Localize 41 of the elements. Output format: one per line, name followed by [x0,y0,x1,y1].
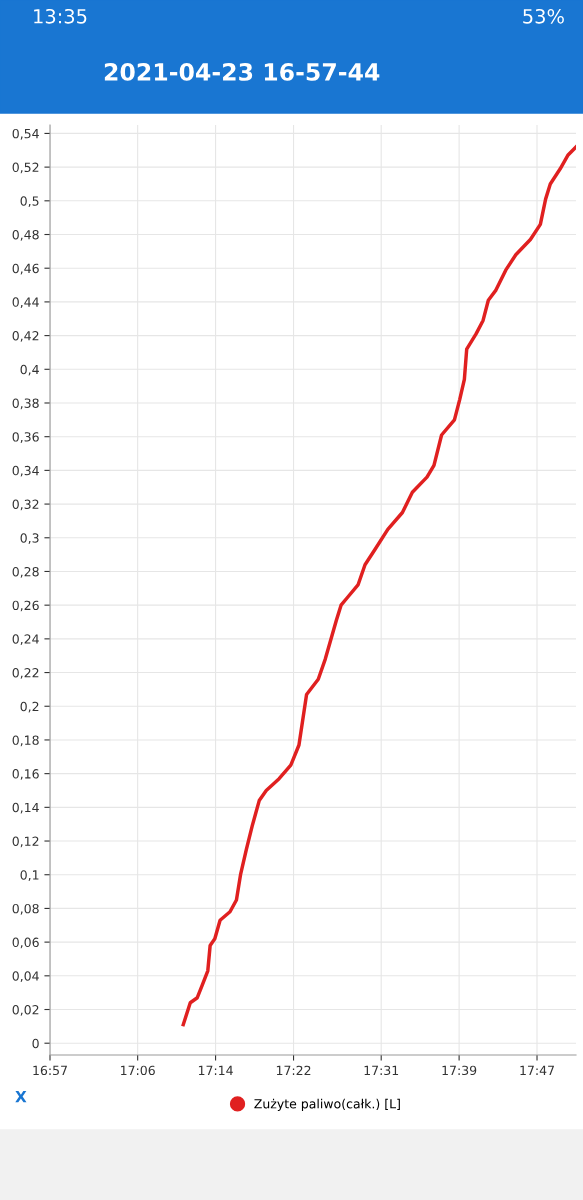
y-tick-label: 0,34 [12,465,39,477]
x-tick-label: 17:14 [198,1065,233,1075]
y-tick-label: 0,12 [12,836,39,848]
y-tick-label: 0,28 [12,566,39,578]
y-tick-label: 0,14 [12,802,39,814]
y-tick-label: 0,42 [12,331,39,342]
x-tick-label: 17:47 [520,1065,554,1075]
y-tick-label: 0,16 [12,769,39,780]
y-tick-label: 0,02 [12,1004,39,1016]
y-tick-label: 0,26 [12,600,39,612]
y-tick-label: 0,48 [12,229,39,241]
y-tick-label: 0,2 [20,701,39,713]
y-tick-label: 0,44 [12,297,39,309]
y-tick-label: 0,46 [12,263,39,275]
y-tick-label: 0,04 [12,971,39,983]
x-tick-label: 17:22 [276,1065,311,1075]
y-tick-label: 0,08 [12,903,39,915]
y-tick-label: 0,32 [12,499,39,511]
x-tick-label: 17:06 [121,1065,155,1076]
x-tick-label: 16:57 [33,1065,67,1076]
y-tick-label: 0,52 [12,162,39,174]
y-tick-label: 0,5 [20,196,39,208]
y-tick-label: 0,18 [12,735,39,747]
y-tick-label: 0,38 [12,398,39,410]
x-tick-label: 17:39 [442,1065,477,1076]
y-tick-label: 0,3 [20,533,39,544]
y-tick-label: 0 [32,1038,39,1049]
text: 13:35 [34,8,87,24]
y-tick-label: 0,36 [12,432,39,443]
text: 53% [523,8,564,24]
chart-title: 2021-04-23 16-57-44 [104,62,380,81]
y-tick-label: 0,06 [12,937,39,949]
x-tick-label: 17:31 [364,1065,399,1076]
y-tick-label: 0,22 [12,668,39,679]
legend-label: Zużyte paliwo(całk.) [L] [254,1098,400,1111]
y-tick-label: 0,4 [20,364,39,376]
y-tick-label: 0,54 [12,128,39,140]
x-axis-title: X [15,1091,27,1103]
y-tick-label: 0,1 [20,870,39,881]
line-series [181,145,576,1027]
y-tick-label: 0,24 [12,634,39,646]
